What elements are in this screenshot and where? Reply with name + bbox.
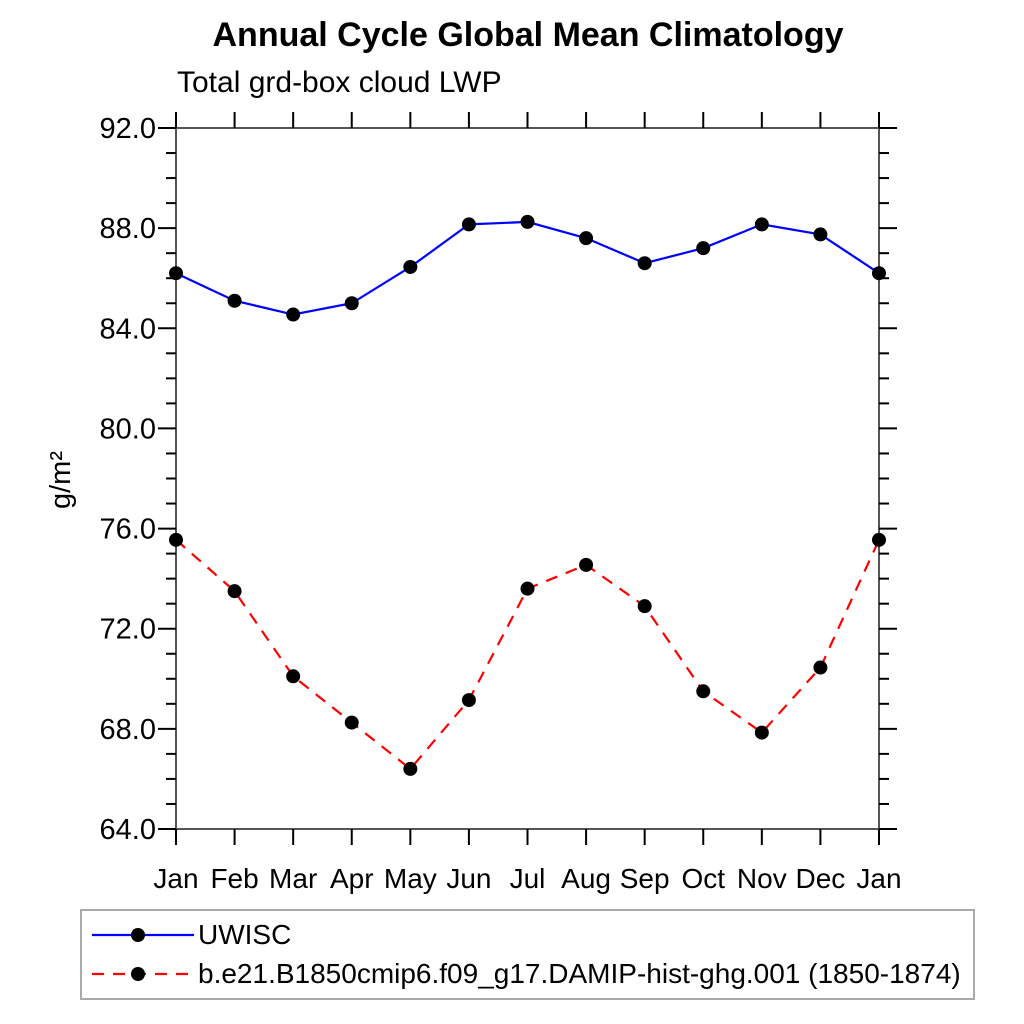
data-point-marker	[403, 761, 418, 776]
data-point-marker	[520, 581, 535, 596]
legend-item-uwisc: UWISC	[90, 916, 973, 955]
data-point-marker	[227, 584, 242, 599]
data-point-marker	[637, 256, 652, 271]
data-point-marker	[579, 231, 594, 246]
data-point-marker	[344, 296, 359, 311]
data-point-marker	[754, 217, 769, 232]
data-point-marker	[286, 669, 301, 684]
x-axis-tick-label: May	[384, 863, 437, 894]
data-point-marker	[286, 307, 301, 322]
y-axis-tick-label: 84.0	[100, 313, 156, 345]
x-axis-tick-label: Feb	[210, 863, 258, 894]
y-axis-tick-label: 88.0	[100, 213, 156, 245]
data-point-marker	[872, 266, 886, 281]
data-point-marker	[344, 715, 359, 730]
y-axis-tick-label: 92.0	[100, 113, 156, 145]
x-axis-tick-label: Jul	[510, 863, 546, 894]
legend-sample-marker	[131, 967, 145, 981]
legend-sample-marker	[131, 928, 145, 942]
y-axis-tick-label: 72.0	[100, 614, 156, 646]
x-axis-tick-label: Oct	[681, 863, 725, 894]
legend-label-damip-hist-ghg: b.e21.B1850cmip6.f09_g17.DAMIP-hist-ghg.…	[198, 958, 961, 989]
legend-label-uwisc: UWISC	[198, 919, 292, 950]
y-axis-tick-label: 64.0	[100, 814, 156, 846]
legend-item-damip-hist-ghg: b.e21.B1850cmip6.f09_g17.DAMIP-hist-ghg.…	[90, 955, 973, 994]
y-axis-tick-label: 80.0	[100, 413, 156, 445]
y-axis-tick-label: 68.0	[100, 714, 156, 746]
data-point-marker	[579, 557, 594, 572]
data-point-marker	[227, 293, 242, 308]
data-point-marker	[813, 227, 828, 242]
chart-title: Annual Cycle Global Mean Climatology	[212, 16, 844, 54]
y-axis-tick-label: 76.0	[100, 514, 156, 546]
data-point-marker	[872, 532, 886, 547]
x-axis-tick-label: Jan	[153, 863, 198, 894]
x-axis-tick-label: Apr	[330, 863, 374, 894]
data-point-marker	[403, 259, 418, 274]
chart-subtitle: Total grd-box cloud LWP	[177, 66, 502, 99]
x-axis-tick-label: Sep	[620, 863, 670, 894]
x-axis-tick-label: Jan	[856, 863, 901, 894]
legend-line-sample-blue	[92, 928, 194, 942]
plot-frame	[175, 127, 880, 830]
data-point-marker	[754, 725, 769, 740]
x-axis-tick-label: Nov	[737, 863, 787, 894]
data-point-marker	[813, 660, 828, 675]
legend-box: UWISC b.e21.B1850cmip6.f09_g17.DAMIP-his…	[80, 909, 975, 1000]
data-point-marker	[461, 217, 476, 232]
data-point-marker	[637, 599, 652, 614]
data-point-marker	[696, 684, 711, 699]
x-axis-tick-label: Jun	[446, 863, 491, 894]
x-axis-tick-label: Mar	[269, 863, 317, 894]
data-point-marker	[520, 214, 535, 229]
x-axis-tick-label: Aug	[561, 863, 611, 894]
x-axis-tick-label: Dec	[796, 863, 846, 894]
legend-line-sample-red	[92, 967, 194, 981]
data-point-marker	[696, 241, 711, 256]
data-point-marker	[169, 266, 183, 281]
series-line-0	[175, 220, 880, 316]
data-point-marker	[461, 693, 476, 708]
series-line-1	[175, 539, 880, 771]
data-point-marker	[169, 532, 183, 547]
